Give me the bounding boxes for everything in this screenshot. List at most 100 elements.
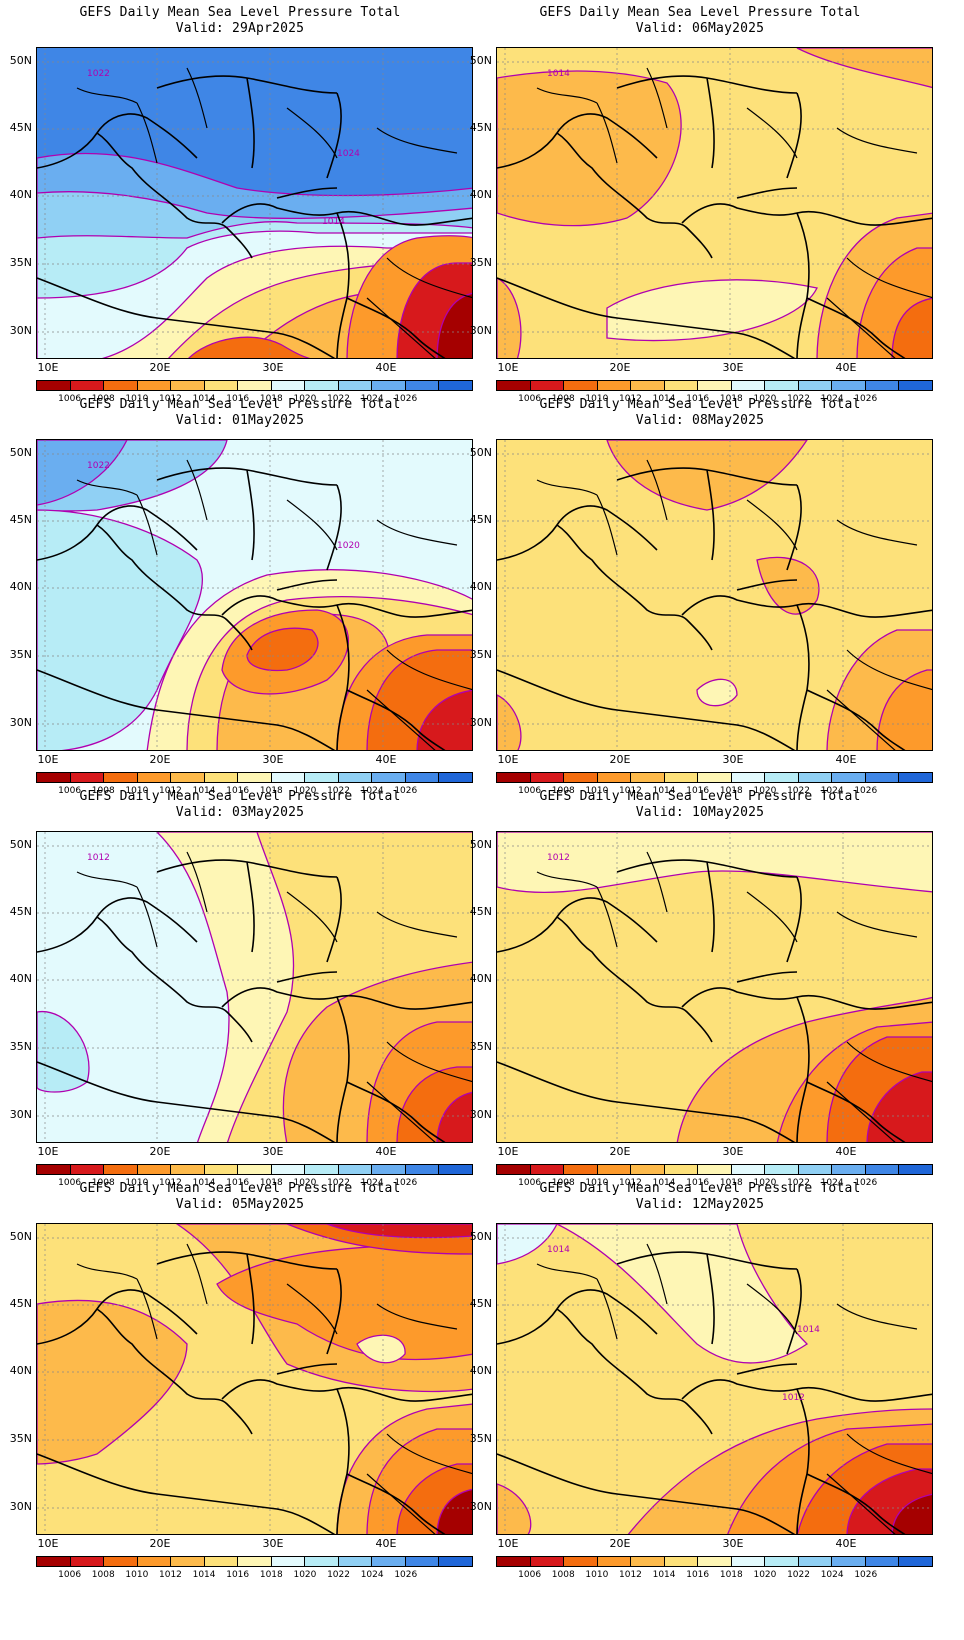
colorbar-label: 1008: [551, 786, 575, 796]
colorbar-swatch: [765, 1557, 799, 1566]
panel-title: GEFS Daily Mean Sea Level Pressure Total: [79, 397, 401, 412]
lat-label: 35N: [9, 256, 32, 269]
colorbar-label: 1022: [787, 786, 810, 796]
colorbar-label: 1014: [652, 1178, 676, 1188]
pressure-region: [876, 669, 932, 750]
colorbar-swatch: [137, 773, 172, 782]
lat-label: 35N: [469, 1040, 492, 1053]
colorbar-swatch: [137, 1557, 172, 1566]
lon-label: 20E: [609, 1537, 631, 1550]
panel-title: GEFS Daily Mean Sea Level Pressure Total: [79, 1181, 401, 1196]
valid-date: Valid: 05May2025: [175, 1197, 305, 1212]
colorbar-label: 1010: [585, 1570, 609, 1580]
colorbar-label: 1006: [58, 1178, 82, 1188]
contour-label: 1014: [547, 1245, 570, 1255]
colorbar-swatch: [564, 381, 598, 390]
colorbar-swatch: [439, 773, 472, 782]
colorbar-swatch: [37, 773, 71, 782]
lat-label: 35N: [469, 648, 492, 661]
colorbar-label: 1006: [58, 394, 82, 404]
lon-label: 40E: [835, 1145, 857, 1158]
colorbar-label: 1014: [192, 1570, 216, 1580]
colorbar-swatch: [631, 381, 665, 390]
colorbar-label: 1026: [854, 1178, 878, 1188]
contour-label: 1014: [797, 1325, 820, 1335]
colorbar-swatch: [204, 773, 239, 782]
lon-label: 20E: [149, 1537, 171, 1550]
colorbar-swatch: [137, 381, 172, 390]
colorbar-swatch: [70, 773, 105, 782]
colorbar-label: 1024: [360, 1178, 384, 1188]
colorbar-label: 1010: [585, 1178, 609, 1188]
lat-label: 50N: [9, 838, 32, 851]
colorbar-swatch: [530, 1557, 565, 1566]
colorbar-label: 1020: [753, 1570, 777, 1580]
lat-label: 50N: [469, 446, 492, 459]
colorbar-label: 1008: [91, 1178, 115, 1188]
colorbar-swatch: [664, 773, 699, 782]
lon-label: 10E: [37, 1537, 59, 1550]
lat-label: 50N: [9, 54, 32, 67]
contour-label: 1022: [87, 461, 110, 471]
colorbar-swatch: [530, 773, 565, 782]
lat-label: 50N: [469, 1230, 492, 1243]
colorbar-swatch: [238, 381, 272, 390]
colorbar-swatch: [305, 381, 339, 390]
pressure-region: [796, 48, 932, 89]
lat-label: 50N: [469, 54, 492, 67]
colorbar-swatch: [405, 1557, 440, 1566]
pressure-region: [497, 1224, 558, 1265]
panel-title: GEFS Daily Mean Sea Level Pressure Total: [539, 5, 861, 20]
lon-label: 10E: [37, 1145, 59, 1158]
map-panel: GEFS Daily Mean Sea Level Pressure Total…: [460, 0, 940, 410]
colorbar-label: 1024: [820, 1570, 844, 1580]
lon-label: 30E: [722, 753, 744, 766]
colorbar-swatch: [405, 773, 440, 782]
colorbar-label: 1008: [551, 1570, 575, 1580]
lat-label: 30N: [469, 324, 492, 337]
valid-date: Valid: 29Apr2025: [175, 21, 305, 36]
coastline: [37, 467, 472, 750]
colorbar-label: 1006: [518, 394, 542, 404]
pressure-map: 1012: [36, 831, 473, 1143]
colorbar-swatch: [372, 1557, 406, 1566]
colorbar-swatch: [698, 1165, 732, 1174]
pressure-map: 1014: [496, 47, 933, 359]
colorbar-swatch: [305, 1165, 339, 1174]
lat-label: 30N: [469, 1108, 492, 1121]
lat-label: 30N: [9, 1108, 32, 1121]
pressure-region: [37, 1299, 188, 1465]
contour-label: 1012: [547, 853, 570, 863]
colorbar-label: 1012: [619, 1570, 642, 1580]
colorbar-swatch: [597, 1557, 632, 1566]
coastline: [37, 1251, 472, 1534]
contour-label: 1014: [322, 217, 345, 227]
lon-label: 40E: [835, 361, 857, 374]
colorbar-swatch: [731, 1165, 766, 1174]
panel-title: GEFS Daily Mean Sea Level Pressure Total: [79, 789, 401, 804]
valid-date: Valid: 01May2025: [175, 413, 305, 428]
colorbar-swatch: [104, 381, 138, 390]
colorbar-label: 1022: [327, 1178, 350, 1188]
lon-label: 30E: [262, 361, 284, 374]
colorbar-label: 1018: [259, 786, 283, 796]
colorbar: [36, 380, 473, 391]
colorbar-label: 1014: [652, 786, 676, 796]
colorbar-label: 1018: [719, 394, 743, 404]
colorbar-label: 1020: [293, 1570, 317, 1580]
lat-label: 45N: [469, 905, 492, 918]
colorbar-swatch: [497, 773, 531, 782]
colorbar-label: 1020: [753, 1178, 777, 1188]
lat-label: 30N: [9, 324, 32, 337]
lon-label: 40E: [835, 1537, 857, 1550]
colorbar-swatch: [597, 773, 632, 782]
coastline: [497, 467, 932, 750]
panel-title: GEFS Daily Mean Sea Level Pressure Total: [79, 5, 401, 20]
lon-label: 30E: [722, 1537, 744, 1550]
lon-label: 30E: [722, 361, 744, 374]
colorbar-label: 1016: [226, 1178, 250, 1188]
lat-label: 40N: [9, 972, 32, 985]
pressure-region: [891, 297, 932, 358]
lat-label: 45N: [469, 121, 492, 134]
colorbar-swatch: [204, 1165, 239, 1174]
